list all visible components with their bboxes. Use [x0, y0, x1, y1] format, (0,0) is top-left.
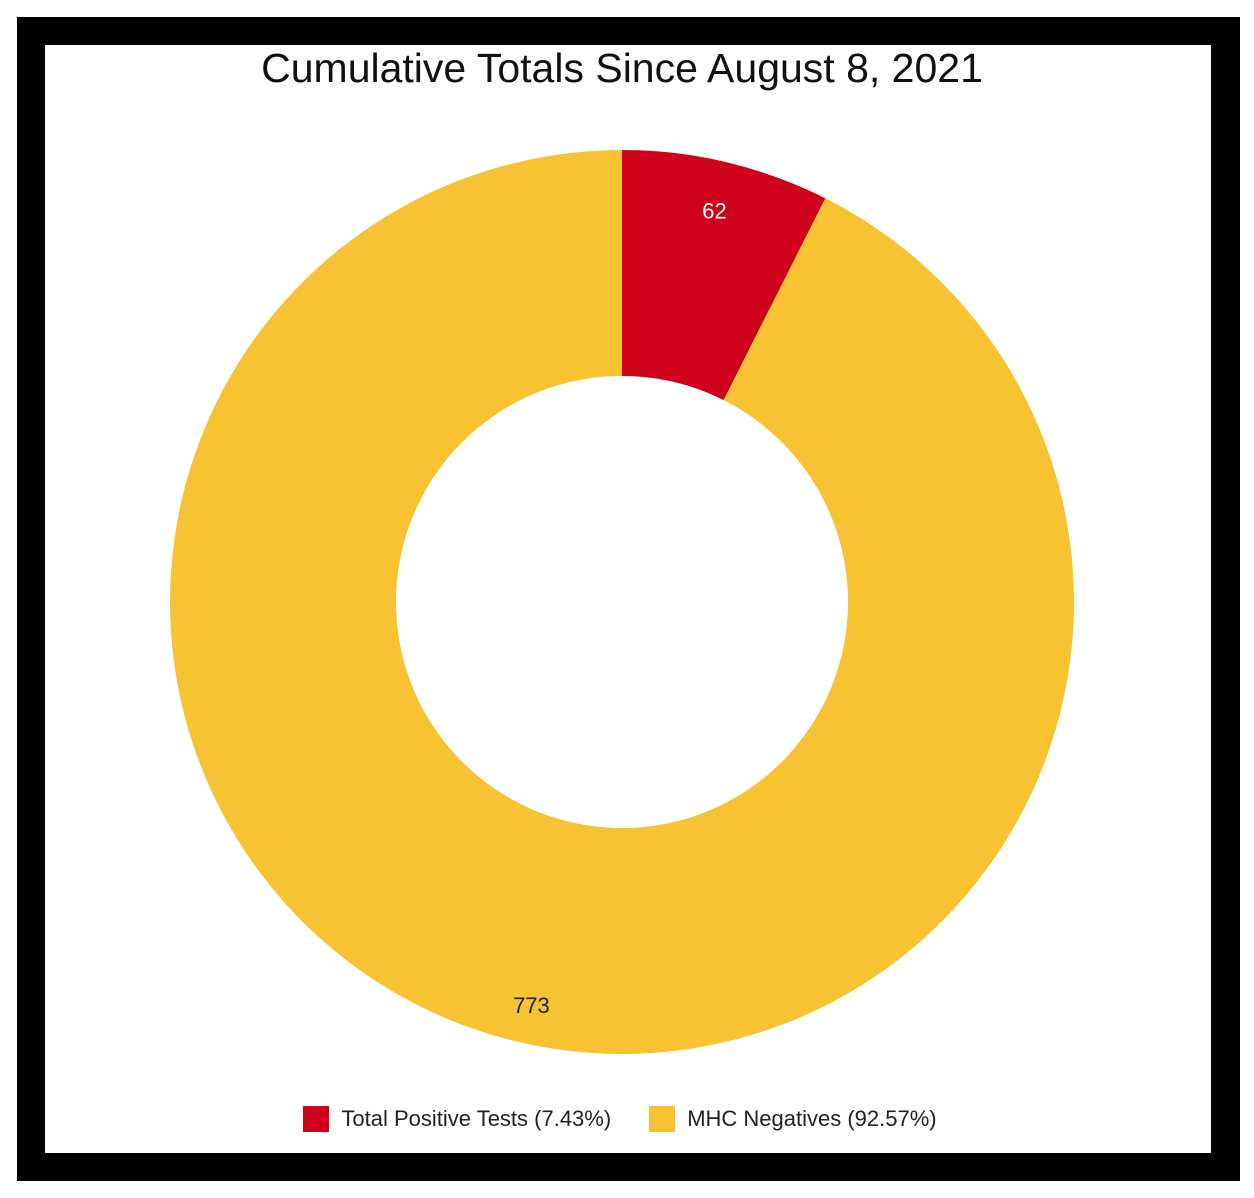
chart-legend: Total Positive Tests (7.43%) MHC Negativ… — [0, 1106, 1240, 1132]
donut-value-label-positive: 62 — [702, 199, 726, 224]
legend-item-negatives[interactable]: MHC Negatives (92.57%) — [649, 1106, 937, 1132]
donut-slice-negatives[interactable] — [169, 150, 1074, 1054]
legend-swatch-negatives — [649, 1106, 676, 1132]
legend-item-positive[interactable]: Total Positive Tests (7.43%) — [303, 1106, 611, 1132]
donut-value-labels: 62 773 — [513, 199, 727, 1018]
chart-title: Cumulative Totals Since August 8, 2021 — [261, 45, 983, 91]
legend-label-positive: Total Positive Tests (7.43%) — [341, 1106, 612, 1131]
donut-value-label-negatives: 773 — [513, 993, 550, 1018]
donut-slices — [169, 150, 1074, 1054]
legend-label-negatives: MHC Negatives (92.57%) — [687, 1106, 937, 1131]
donut-slice-positive[interactable] — [622, 150, 826, 401]
legend-swatch-positive — [303, 1106, 330, 1132]
